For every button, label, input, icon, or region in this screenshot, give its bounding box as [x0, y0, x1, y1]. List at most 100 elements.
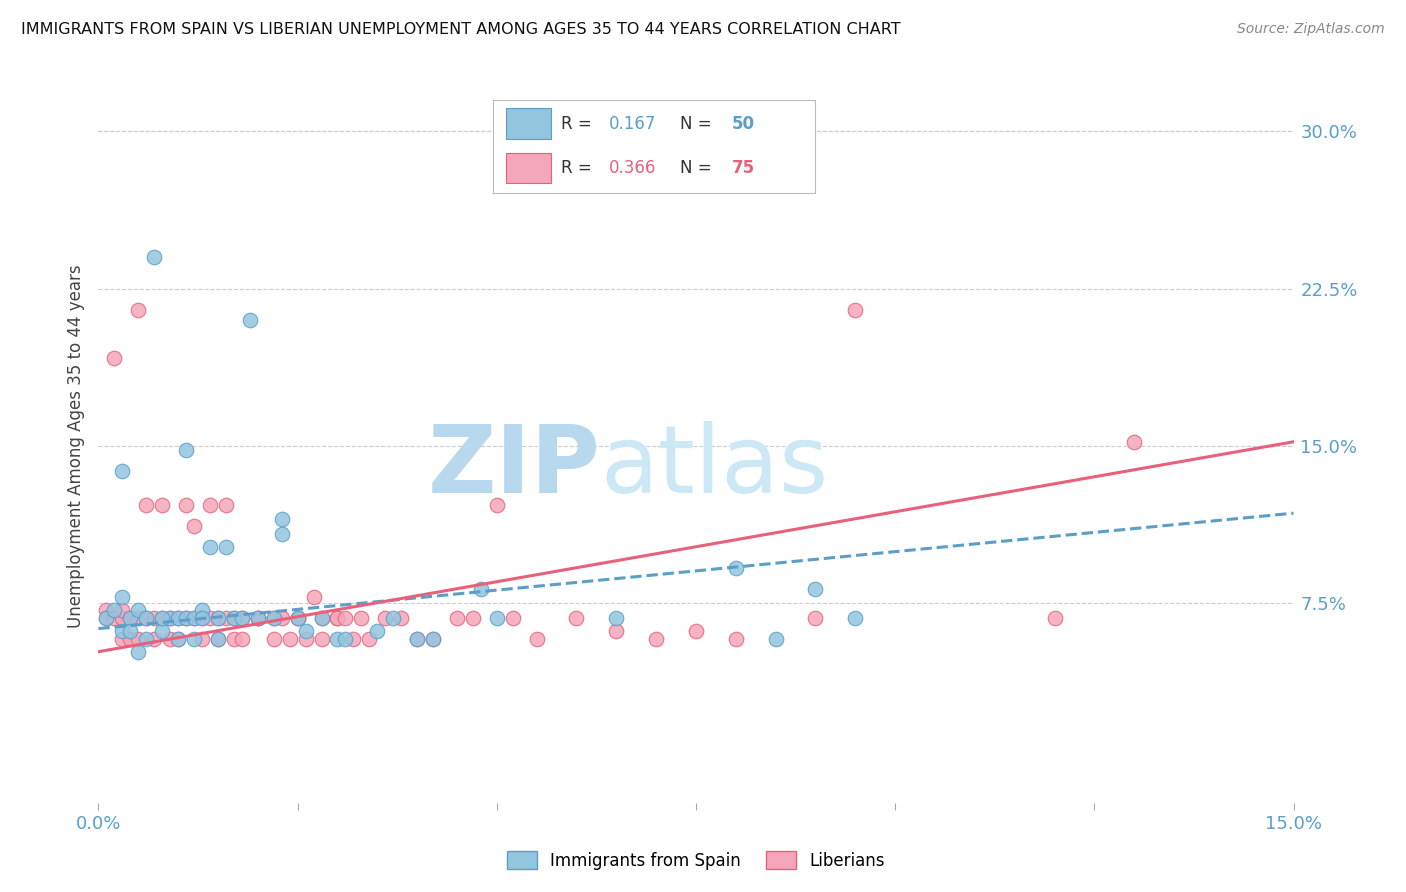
Point — [239, 313, 262, 327]
Point — [366, 624, 388, 638]
Point — [174, 611, 197, 625]
Point — [198, 540, 221, 554]
Point — [263, 632, 285, 646]
Point — [278, 632, 301, 646]
Point — [135, 611, 157, 625]
Point — [215, 498, 238, 512]
Point — [326, 611, 349, 625]
Point — [335, 611, 357, 625]
Point — [311, 632, 333, 646]
Point — [565, 611, 588, 625]
Point — [167, 611, 190, 625]
Point — [263, 611, 285, 625]
Point — [263, 611, 285, 625]
Point — [135, 632, 157, 646]
Point — [159, 632, 181, 646]
Point — [191, 611, 214, 625]
Point — [143, 611, 166, 625]
Point — [222, 632, 245, 646]
Point — [103, 603, 125, 617]
Point — [605, 611, 627, 625]
Point — [111, 464, 134, 478]
Point — [502, 611, 524, 625]
Point — [645, 632, 668, 646]
Point — [120, 632, 142, 646]
Point — [804, 611, 827, 625]
Point — [270, 512, 292, 526]
Point — [207, 611, 229, 625]
Point — [111, 624, 134, 638]
Point — [207, 632, 229, 646]
Point — [724, 632, 747, 646]
Text: ZIP: ZIP — [427, 421, 600, 514]
Point — [270, 527, 292, 541]
Point — [342, 632, 364, 646]
Point — [406, 632, 429, 646]
Point — [765, 177, 787, 191]
Point — [485, 611, 508, 625]
Point — [804, 582, 827, 596]
Point — [127, 632, 149, 646]
Point — [470, 582, 492, 596]
Point — [143, 250, 166, 264]
Point — [150, 624, 173, 638]
Point — [382, 611, 405, 625]
Point — [215, 611, 238, 625]
Point — [159, 611, 181, 625]
Point — [174, 611, 197, 625]
Point — [143, 632, 166, 646]
Point — [120, 611, 142, 625]
Point — [765, 632, 787, 646]
Point — [446, 611, 468, 625]
Point — [270, 611, 292, 625]
Point — [422, 632, 444, 646]
Point — [120, 624, 142, 638]
Point — [111, 590, 134, 604]
Point — [127, 645, 149, 659]
Point — [222, 611, 245, 625]
Point — [359, 632, 381, 646]
Point — [103, 351, 125, 365]
Point — [111, 611, 134, 625]
Point — [167, 632, 190, 646]
Point — [844, 611, 866, 625]
Point — [605, 624, 627, 638]
Point — [724, 560, 747, 574]
Point — [150, 611, 173, 625]
Point — [120, 611, 142, 625]
Point — [135, 611, 157, 625]
Point — [150, 498, 173, 512]
Point — [389, 611, 412, 625]
Point — [246, 611, 269, 625]
Point — [191, 611, 214, 625]
Point — [174, 498, 197, 512]
Point — [96, 611, 118, 625]
Point — [844, 302, 866, 317]
Point — [127, 603, 149, 617]
Point — [167, 632, 190, 646]
Point — [246, 611, 269, 625]
Point — [183, 611, 205, 625]
Point — [96, 603, 118, 617]
Point — [311, 611, 333, 625]
Point — [485, 498, 508, 512]
Point — [150, 611, 173, 625]
Point — [222, 611, 245, 625]
Point — [461, 611, 484, 625]
Point — [231, 611, 253, 625]
Point — [287, 611, 309, 625]
Point — [127, 302, 149, 317]
Point — [207, 611, 229, 625]
Point — [96, 611, 118, 625]
Point — [183, 632, 205, 646]
Point — [231, 611, 253, 625]
Point — [207, 632, 229, 646]
Point — [374, 611, 396, 625]
Point — [167, 611, 190, 625]
Point — [350, 611, 373, 625]
Legend: Immigrants from Spain, Liberians: Immigrants from Spain, Liberians — [501, 845, 891, 877]
Point — [294, 632, 316, 646]
Text: Source: ZipAtlas.com: Source: ZipAtlas.com — [1237, 22, 1385, 37]
Point — [111, 603, 134, 617]
Point — [159, 611, 181, 625]
